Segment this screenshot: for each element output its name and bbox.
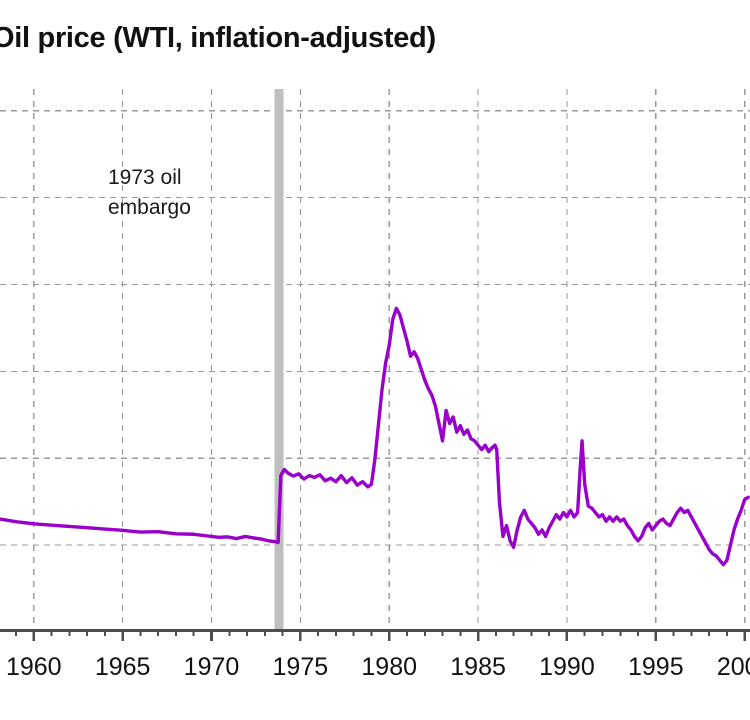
x-axis-ticks bbox=[0, 629, 750, 641]
annotation-1973-oil-embargo: 1973 oil embargo bbox=[108, 166, 191, 219]
x-axis-tick-label: 1970 bbox=[183, 653, 240, 681]
x-axis-tick-label: 1960 bbox=[5, 653, 62, 681]
x-axis-tick-label: 1990 bbox=[539, 653, 595, 681]
x-axis bbox=[0, 629, 750, 641]
x-axis-tick-label: 2000 bbox=[716, 653, 750, 681]
x-axis-tick-labels: 1960 1965 1970 1975 1980 1985 1990 1995 2000 bbox=[0, 652, 750, 692]
embargo-band-rect bbox=[274, 89, 284, 632]
price-series-line bbox=[0, 306, 750, 567]
x-axis-tick-label: 1975 bbox=[272, 653, 329, 681]
plot-svg bbox=[0, 89, 750, 632]
x-axis-tick-label: 1965 bbox=[94, 653, 151, 681]
series-path bbox=[0, 306, 750, 567]
x-axis-tick-label: 1980 bbox=[361, 653, 418, 681]
x-axis-tick-label: 1985 bbox=[450, 653, 506, 681]
embargo-marker-band bbox=[274, 89, 284, 632]
plot-area bbox=[0, 89, 750, 632]
x-axis-tick-label: 1995 bbox=[627, 653, 684, 681]
page-title: Oil price (WTI, inflation-adjusted) bbox=[0, 22, 436, 54]
